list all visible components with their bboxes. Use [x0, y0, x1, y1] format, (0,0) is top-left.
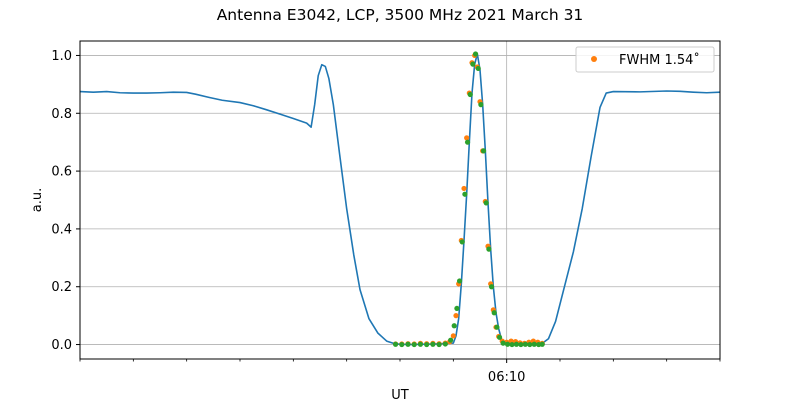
x-axis-label: UT — [391, 388, 409, 400]
y-tick-label: 0.6 — [51, 165, 72, 180]
data-point — [450, 333, 456, 339]
data-point — [472, 51, 479, 57]
data-point — [411, 341, 417, 348]
y-tick-label: 1.0 — [51, 49, 72, 64]
data-point — [454, 305, 460, 312]
x-axis: 06:10 — [79, 359, 721, 385]
data-point — [461, 185, 467, 192]
data-point — [424, 341, 430, 348]
data-point — [539, 341, 545, 347]
y-tick-label: 0.2 — [51, 280, 72, 295]
legend-label: FWHM 1.54˚ — [619, 52, 700, 68]
data-point — [518, 341, 524, 348]
y-axis-label: a.u. — [30, 188, 45, 212]
data-point — [478, 102, 484, 108]
data-point — [509, 341, 515, 348]
data-point — [531, 341, 537, 347]
data-point — [456, 278, 463, 284]
data-point — [470, 61, 476, 67]
data-point — [500, 340, 506, 346]
legend-marker — [591, 56, 597, 62]
data-point — [464, 139, 471, 145]
data-point — [486, 246, 492, 252]
plot-area — [79, 51, 721, 348]
data-point — [491, 310, 497, 316]
chart-title: Antenna E3042, LCP, 3500 MHz 2021 March … — [217, 6, 584, 24]
data-point — [494, 324, 500, 330]
legend: FWHM 1.54˚ — [575, 46, 715, 73]
plot-frame — [79, 40, 721, 360]
data-point — [467, 91, 473, 98]
y-tick-label: 0.8 — [51, 107, 72, 122]
legend-box — [575, 46, 715, 73]
data-point — [392, 341, 399, 347]
series-1 — [392, 52, 545, 347]
data-point — [513, 341, 520, 347]
data-point — [399, 341, 405, 348]
grid — [80, 41, 720, 359]
data-point — [483, 200, 489, 206]
data-point — [475, 65, 481, 72]
data-point — [480, 148, 487, 154]
data-point — [522, 341, 528, 347]
y-axis: 0.0 0.2 0.4 0.6 0.8 1.0 — [51, 49, 80, 353]
series-line — [79, 53, 721, 346]
data-point — [496, 334, 503, 340]
data-point — [451, 323, 457, 329]
y-tick-label: 0.0 — [51, 338, 72, 353]
data-point — [453, 313, 459, 319]
series-2 — [392, 51, 545, 348]
data-point — [459, 239, 465, 245]
y-tick-label: 0.4 — [51, 222, 72, 237]
data-point — [464, 135, 470, 141]
data-point — [527, 341, 533, 348]
data-point — [462, 191, 468, 197]
data-point — [417, 341, 424, 347]
data-point — [442, 341, 448, 347]
data-point — [405, 341, 411, 347]
series-0 — [79, 53, 721, 346]
data-point — [430, 341, 436, 347]
data-point — [448, 337, 454, 343]
x-tick-label: 06:10 — [488, 370, 525, 385]
data-point — [504, 341, 511, 347]
data-point — [436, 341, 442, 348]
data-point — [488, 284, 495, 290]
